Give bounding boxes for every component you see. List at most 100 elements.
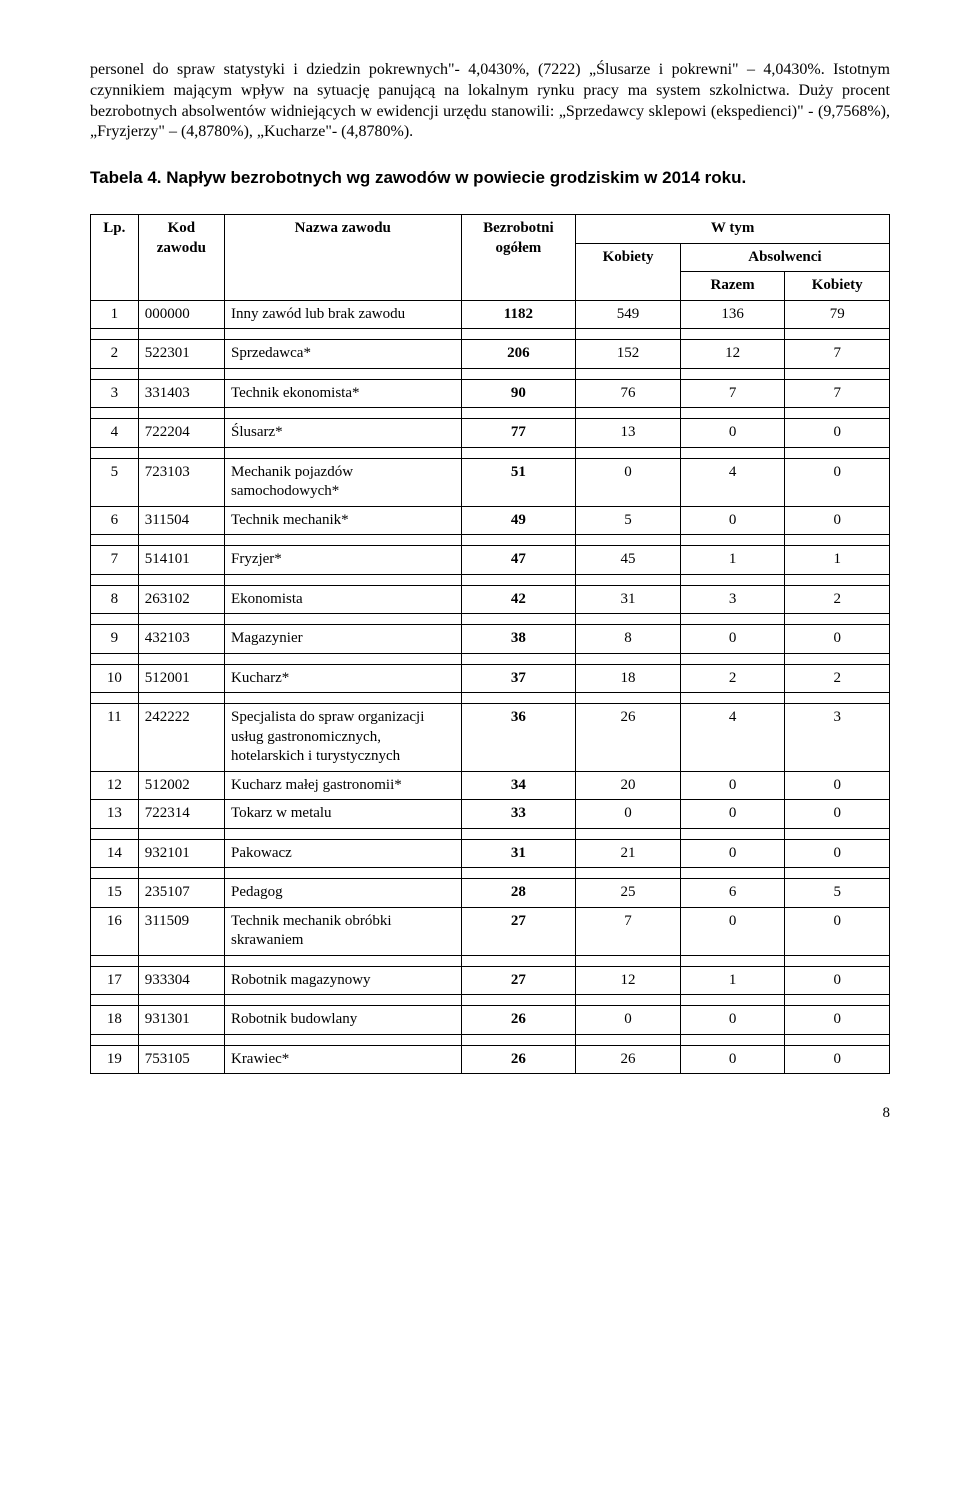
cell-lp: 15 bbox=[91, 879, 139, 908]
spacer-row bbox=[91, 535, 890, 546]
cell-nazwa: Magazynier bbox=[224, 625, 461, 654]
spacer-row bbox=[91, 868, 890, 879]
col-wtym: W tym bbox=[576, 215, 890, 244]
cell-lp: 3 bbox=[91, 379, 139, 408]
spacer-row bbox=[91, 368, 890, 379]
cell-razem: 7 bbox=[680, 379, 785, 408]
cell-kod: 263102 bbox=[138, 585, 224, 614]
intro-paragraph: personel do spraw statystyki i dziedzin … bbox=[90, 60, 890, 143]
cell-razem: 0 bbox=[680, 1045, 785, 1074]
cell-nazwa: Robotnik magazynowy bbox=[224, 966, 461, 995]
cell-bezrobotni: 77 bbox=[461, 419, 576, 448]
cell-nazwa: Krawiec* bbox=[224, 1045, 461, 1074]
table-row: 9432103Magazynier38800 bbox=[91, 625, 890, 654]
cell-razem: 12 bbox=[680, 340, 785, 369]
cell-abs-kobiety: 7 bbox=[785, 340, 890, 369]
cell-kobiety: 26 bbox=[576, 704, 681, 772]
cell-kobiety: 549 bbox=[576, 300, 681, 329]
cell-kod: 512002 bbox=[138, 771, 224, 800]
cell-kod: 512001 bbox=[138, 664, 224, 693]
cell-bezrobotni: 28 bbox=[461, 879, 576, 908]
cell-nazwa: Specjalista do spraw organizacji usług g… bbox=[224, 704, 461, 772]
cell-razem: 4 bbox=[680, 458, 785, 506]
cell-nazwa: Fryzjer* bbox=[224, 546, 461, 575]
cell-lp: 16 bbox=[91, 907, 139, 955]
cell-lp: 7 bbox=[91, 546, 139, 575]
cell-bezrobotni: 26 bbox=[461, 1045, 576, 1074]
cell-kobiety: 7 bbox=[576, 907, 681, 955]
spacer-row bbox=[91, 329, 890, 340]
cell-razem: 136 bbox=[680, 300, 785, 329]
spacer-row bbox=[91, 693, 890, 704]
cell-nazwa: Mechanik pojazdów samochodowych* bbox=[224, 458, 461, 506]
cell-bezrobotni: 31 bbox=[461, 839, 576, 868]
cell-kobiety: 0 bbox=[576, 800, 681, 829]
table-row: 8263102Ekonomista423132 bbox=[91, 585, 890, 614]
table-row: 2522301Sprzedawca*206152127 bbox=[91, 340, 890, 369]
cell-kobiety: 21 bbox=[576, 839, 681, 868]
cell-nazwa: Inny zawód lub brak zawodu bbox=[224, 300, 461, 329]
cell-lp: 1 bbox=[91, 300, 139, 329]
cell-abs-kobiety: 0 bbox=[785, 1006, 890, 1035]
table-row: 15235107Pedagog282565 bbox=[91, 879, 890, 908]
cell-kobiety: 152 bbox=[576, 340, 681, 369]
cell-nazwa: Robotnik budowlany bbox=[224, 1006, 461, 1035]
cell-razem: 3 bbox=[680, 585, 785, 614]
cell-kobiety: 31 bbox=[576, 585, 681, 614]
cell-abs-kobiety: 0 bbox=[785, 1045, 890, 1074]
cell-kobiety: 0 bbox=[576, 458, 681, 506]
cell-abs-kobiety: 0 bbox=[785, 419, 890, 448]
cell-abs-kobiety: 2 bbox=[785, 585, 890, 614]
table-row: 6311504Technik mechanik*49500 bbox=[91, 506, 890, 535]
cell-abs-kobiety: 79 bbox=[785, 300, 890, 329]
table-row: 16311509Technik mechanik obróbki skrawan… bbox=[91, 907, 890, 955]
cell-lp: 9 bbox=[91, 625, 139, 654]
cell-lp: 2 bbox=[91, 340, 139, 369]
spacer-row bbox=[91, 447, 890, 458]
cell-nazwa: Pedagog bbox=[224, 879, 461, 908]
cell-kod: 722204 bbox=[138, 419, 224, 448]
table-row: 3331403Technik ekonomista*907677 bbox=[91, 379, 890, 408]
cell-bezrobotni: 26 bbox=[461, 1006, 576, 1035]
table-row: 10512001Kucharz*371822 bbox=[91, 664, 890, 693]
cell-kod: 000000 bbox=[138, 300, 224, 329]
cell-kod: 933304 bbox=[138, 966, 224, 995]
cell-kobiety: 8 bbox=[576, 625, 681, 654]
table-body: 1000000Inny zawód lub brak zawodu1182549… bbox=[91, 300, 890, 1074]
spacer-row bbox=[91, 955, 890, 966]
cell-kobiety: 76 bbox=[576, 379, 681, 408]
cell-abs-kobiety: 0 bbox=[785, 800, 890, 829]
table-title: Tabela 4. Napływ bezrobotnych wg zawodów… bbox=[90, 167, 890, 190]
cell-kod: 931301 bbox=[138, 1006, 224, 1035]
cell-lp: 10 bbox=[91, 664, 139, 693]
cell-abs-kobiety: 0 bbox=[785, 458, 890, 506]
cell-razem: 4 bbox=[680, 704, 785, 772]
cell-abs-kobiety: 2 bbox=[785, 664, 890, 693]
cell-kod: 331403 bbox=[138, 379, 224, 408]
cell-kod: 522301 bbox=[138, 340, 224, 369]
cell-nazwa: Tokarz w metalu bbox=[224, 800, 461, 829]
cell-bezrobotni: 27 bbox=[461, 907, 576, 955]
cell-razem: 0 bbox=[680, 839, 785, 868]
cell-abs-kobiety: 0 bbox=[785, 966, 890, 995]
cell-bezrobotni: 206 bbox=[461, 340, 576, 369]
cell-bezrobotni: 1182 bbox=[461, 300, 576, 329]
cell-bezrobotni: 49 bbox=[461, 506, 576, 535]
col-kobiety2: Kobiety bbox=[785, 272, 890, 301]
cell-abs-kobiety: 0 bbox=[785, 771, 890, 800]
cell-nazwa: Ślusarz* bbox=[224, 419, 461, 448]
cell-bezrobotni: 90 bbox=[461, 379, 576, 408]
cell-nazwa: Kucharz małej gastronomii* bbox=[224, 771, 461, 800]
cell-nazwa: Technik ekonomista* bbox=[224, 379, 461, 408]
spacer-row bbox=[91, 995, 890, 1006]
cell-lp: 8 bbox=[91, 585, 139, 614]
col-absolwenci: Absolwenci bbox=[680, 243, 889, 272]
cell-bezrobotni: 51 bbox=[461, 458, 576, 506]
cell-razem: 0 bbox=[680, 800, 785, 829]
cell-nazwa: Kucharz* bbox=[224, 664, 461, 693]
cell-bezrobotni: 27 bbox=[461, 966, 576, 995]
cell-kod: 753105 bbox=[138, 1045, 224, 1074]
cell-lp: 4 bbox=[91, 419, 139, 448]
cell-abs-kobiety: 0 bbox=[785, 907, 890, 955]
col-kod: Kod zawodu bbox=[138, 215, 224, 301]
